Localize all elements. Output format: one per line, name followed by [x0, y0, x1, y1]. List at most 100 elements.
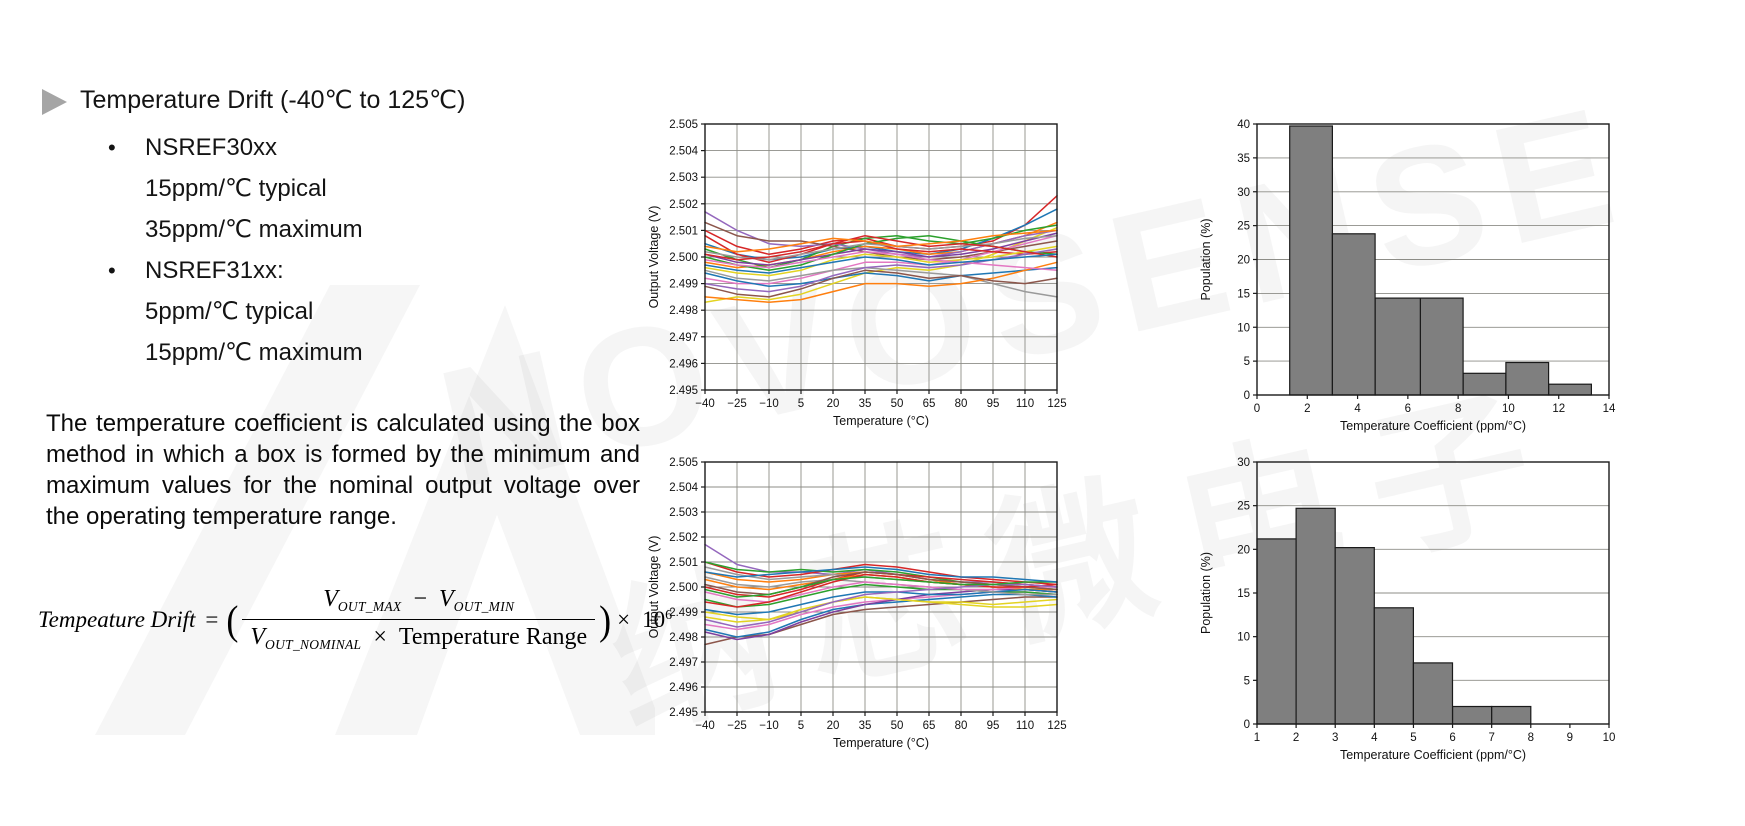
svg-text:2.505: 2.505: [669, 119, 698, 131]
svg-text:5: 5: [1244, 356, 1250, 368]
spec-list-item: 15ppm/℃ maximum: [108, 332, 363, 373]
svg-text:35: 35: [859, 720, 872, 732]
svg-text:10: 10: [1502, 403, 1515, 415]
svg-text:0: 0: [1254, 403, 1260, 415]
bullet-marker: •: [108, 257, 116, 283]
svg-text:6: 6: [1405, 403, 1411, 415]
formula-power-term: 106: [642, 607, 672, 633]
svg-text:2.501: 2.501: [669, 557, 698, 569]
svg-text:125: 125: [1047, 398, 1066, 410]
spec-list-item: 5ppm/℃ typical: [108, 291, 363, 332]
svg-text:25: 25: [1237, 221, 1250, 233]
svg-text:2.501: 2.501: [669, 225, 698, 237]
formula-equals: =: [205, 606, 219, 632]
formula-denominator: VOUT_NOMINAL × Temperature Range: [242, 619, 596, 653]
svg-text:2.504: 2.504: [669, 146, 698, 158]
svg-text:−10: −10: [759, 398, 779, 410]
svg-text:5: 5: [798, 398, 804, 410]
svg-text:12: 12: [1552, 403, 1565, 415]
svg-text:Population (%): Population (%): [1199, 552, 1213, 634]
temperature-range-term: Temperature Range: [398, 624, 588, 650]
svg-text:2.498: 2.498: [669, 305, 698, 317]
temperature-drift-formula: Tempeature Drift = ( VOUT_MAX − VOUT_MIN…: [38, 586, 672, 653]
svg-text:2: 2: [1304, 403, 1310, 415]
spec-list-item: 15ppm/℃ typical: [108, 168, 363, 209]
heading-arrow-icon: [42, 89, 67, 115]
spec-list-item: • NSREF31xx:: [108, 250, 363, 291]
spec-list-item-text: NSREF31xx:: [145, 256, 284, 284]
formula-close-paren: ): [599, 596, 612, 643]
svg-text:20: 20: [827, 398, 840, 410]
svg-text:30: 30: [1237, 457, 1250, 469]
svg-text:14: 14: [1603, 403, 1616, 415]
svg-text:Output Voltage (V): Output Voltage (V): [647, 536, 661, 639]
v-out-min-subscript: OUT_MIN: [453, 599, 515, 614]
svg-text:15: 15: [1237, 288, 1250, 300]
svg-text:110: 110: [1016, 720, 1034, 732]
temperature-coefficient-histogram-top: 0 2 4 6 8 10 12 14 0 5 10 15 20 25 30 35 40 Temperature C…: [1197, 114, 1621, 436]
svg-text:40: 40: [1237, 119, 1250, 131]
svg-text:65: 65: [923, 720, 936, 732]
spec-list-item-text: 5ppm/℃ typical: [145, 298, 314, 325]
spec-list: • NSREF30xx 15ppm/℃ typical 35ppm/℃ maxi…: [108, 127, 363, 373]
svg-text:2.499: 2.499: [669, 279, 698, 291]
svg-text:95: 95: [987, 720, 1000, 732]
formula-lhs: Tempeature Drift: [38, 606, 196, 632]
svg-text:Temperature Coefficient (ppm/°: Temperature Coefficient (ppm/°C): [1340, 748, 1526, 762]
svg-text:Temperature Coefficient (ppm/°: Temperature Coefficient (ppm/°C): [1340, 419, 1526, 433]
svg-text:−40: −40: [695, 720, 715, 732]
svg-text:95: 95: [987, 398, 1000, 410]
svg-text:2.500: 2.500: [669, 252, 698, 264]
minus-operator: −: [413, 586, 428, 612]
svg-text:110: 110: [1016, 398, 1034, 410]
svg-text:Population (%): Population (%): [1199, 219, 1213, 301]
svg-text:10: 10: [1237, 322, 1250, 334]
svg-text:Temperature (°C): Temperature (°C): [833, 414, 929, 428]
svg-text:−25: −25: [727, 398, 747, 410]
output-voltage-vs-temperature-chart-top: −40 −25 −10 5 20 35 50 65 80 95 110 125 2.495 2.496 2.…: [645, 114, 1067, 436]
svg-text:2.496: 2.496: [669, 358, 698, 370]
svg-text:8: 8: [1455, 403, 1461, 415]
svg-text:2.495: 2.495: [669, 707, 698, 719]
svg-text:3: 3: [1332, 732, 1338, 744]
svg-text:2.503: 2.503: [669, 172, 698, 184]
svg-text:0: 0: [1244, 390, 1250, 402]
formula-fraction: VOUT_MAX − VOUT_MIN VOUT_NOMINAL × Tempe…: [242, 586, 596, 653]
svg-text:Temperature (°C): Temperature (°C): [833, 736, 929, 750]
svg-text:50: 50: [891, 398, 904, 410]
spec-list-item-text: 15ppm/℃ maximum: [145, 339, 363, 366]
svg-text:25: 25: [1237, 501, 1250, 513]
svg-text:80: 80: [955, 398, 968, 410]
svg-text:20: 20: [1237, 255, 1250, 267]
spec-list-item-text: 35ppm/℃ maximum: [145, 216, 363, 243]
svg-text:10: 10: [1237, 632, 1250, 644]
svg-text:35: 35: [859, 398, 872, 410]
svg-text:2.503: 2.503: [669, 507, 698, 519]
svg-text:50: 50: [891, 720, 904, 732]
svg-text:10: 10: [1603, 732, 1616, 744]
svg-text:80: 80: [955, 720, 968, 732]
v-out-min-symbol: V: [439, 586, 454, 612]
spec-list-item: • NSREF30xx: [108, 127, 363, 168]
svg-text:2.502: 2.502: [669, 532, 698, 544]
svg-text:5: 5: [1244, 675, 1250, 687]
v-out-max-subscript: OUT_MAX: [337, 599, 402, 614]
svg-text:5: 5: [1410, 732, 1416, 744]
spec-list-item-text: 15ppm/℃ typical: [145, 175, 327, 202]
svg-text:2.500: 2.500: [669, 582, 698, 594]
spec-list-item: 35ppm/℃ maximum: [108, 209, 363, 250]
svg-text:2.496: 2.496: [669, 682, 698, 694]
output-voltage-vs-temperature-chart-bottom: −40 −25 −10 5 20 35 50 65 80 95 110 125 2.495 2.496 2.…: [645, 452, 1067, 758]
svg-text:2.504: 2.504: [669, 482, 698, 494]
svg-text:2.495: 2.495: [669, 385, 698, 397]
svg-text:2.497: 2.497: [669, 332, 698, 344]
svg-text:2.499: 2.499: [669, 607, 698, 619]
svg-text:−10: −10: [759, 720, 779, 732]
svg-text:−40: −40: [695, 398, 715, 410]
svg-text:−25: −25: [727, 720, 747, 732]
svg-text:2.498: 2.498: [669, 632, 698, 644]
power-exponent: 6: [665, 607, 673, 623]
svg-text:20: 20: [1237, 544, 1250, 556]
svg-text:15: 15: [1237, 588, 1250, 600]
temperature-coefficient-histogram-bottom: 1 2 3 4 5 6 7 8 9 10 0 5 10 15 20 25 30 Temperature Coeff…: [1197, 452, 1621, 765]
